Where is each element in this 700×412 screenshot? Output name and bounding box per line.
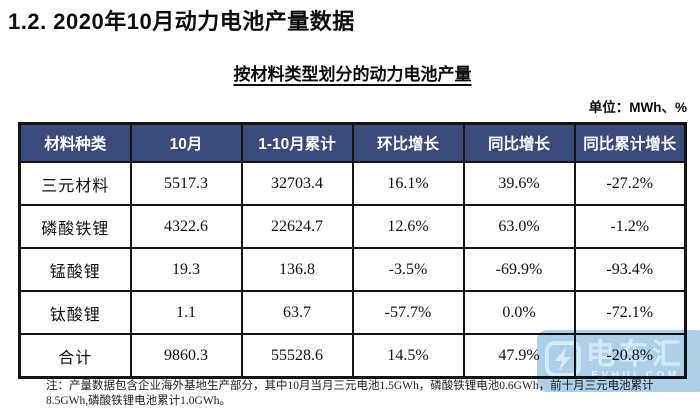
- footnote-line: 注：产量数据包含企业海外基地生产部分，其中10月当月三元电池1.5GWh，磷酸铁…: [46, 380, 654, 392]
- table-cell: -1.2%: [573, 204, 687, 249]
- table-cell: 4322.6: [129, 204, 243, 249]
- table-cell: -57.7%: [351, 290, 465, 335]
- table-cell: 1.1: [129, 290, 243, 335]
- table-cell: 39.6%: [462, 161, 576, 206]
- watermark-brand-name: 电车汇: [586, 339, 686, 371]
- table-row-lto: 钛酸锂 1.1 63.7 -57.7% 0.0% -72.1%: [18, 290, 687, 335]
- column-header-mom-growth: 环比增长: [351, 122, 465, 163]
- table-cell: -93.4%: [573, 247, 687, 292]
- table-row: 材料种类 10月 1-10月累计 环比增长 同比增长 同比累计增长: [18, 122, 687, 163]
- page-title: 1.2. 2020年10月动力电池产量数据: [8, 9, 355, 34]
- table-cell: 锰酸锂: [18, 247, 132, 292]
- column-header-yoy-growth: 同比增长: [462, 122, 576, 163]
- table-cell: -69.9%: [462, 247, 576, 292]
- column-header-yoy-cumulative-growth: 同比累计增长: [573, 122, 687, 163]
- table-cell: 19.3: [129, 247, 243, 292]
- battery-production-table: 材料种类 10月 1-10月累计 环比增长 同比增长 同比累计增长 三元材料 5…: [18, 122, 687, 379]
- table-row-lmo: 锰酸锂 19.3 136.8 -3.5% -69.9% -93.4%: [18, 247, 687, 292]
- table-cell: 9860.3: [129, 333, 243, 379]
- footnote: 注：产量数据包含企业海外基地生产部分，其中10月当月三元电池1.5GWh，磷酸铁…: [46, 379, 696, 409]
- table-cell: 55528.6: [240, 333, 354, 379]
- table-cell: 14.5%: [351, 333, 465, 379]
- table-cell: 合计: [18, 333, 132, 379]
- footnote-line: 8.5GWh,磷酸铁锂电池累计1.0GWh。: [46, 395, 231, 407]
- table-cell: 63.0%: [462, 204, 576, 249]
- table-cell: 32703.4: [240, 161, 354, 206]
- watermark-site-url: EVHUI.COM: [591, 370, 680, 381]
- evhui-logo-icon: [545, 340, 581, 382]
- table-cell: 16.1%: [351, 161, 465, 206]
- table-cell: -72.1%: [573, 290, 687, 335]
- table-cell: 磷酸铁锂: [18, 204, 132, 249]
- table-cell: 钛酸锂: [18, 290, 132, 335]
- table-cell: 12.6%: [351, 204, 465, 249]
- table-cell: -27.2%: [573, 161, 687, 206]
- column-header-october: 10月: [129, 122, 243, 163]
- table-header-row: 材料种类 10月 1-10月累计 环比增长 同比增长 同比累计增长: [18, 122, 687, 163]
- column-header-cumulative: 1-10月累计: [240, 122, 354, 163]
- table-cell: 0.0%: [462, 290, 576, 335]
- unit-label: 单位：MWh、%: [588, 100, 687, 115]
- table-cell: 63.7: [240, 290, 354, 335]
- table-cell: 22624.7: [240, 204, 354, 249]
- table-cell: 136.8: [240, 247, 354, 292]
- table-cell: 三元材料: [18, 161, 132, 206]
- evhui-watermark: 电车汇 EVHUI.COM: [537, 330, 700, 392]
- table-row-lfp: 磷酸铁锂 4322.6 22624.7 12.6% 63.0% -1.2%: [18, 204, 687, 249]
- table-row-ternary: 三元材料 5517.3 32703.4 16.1% 39.6% -27.2%: [18, 161, 687, 206]
- table-cell: 5517.3: [129, 161, 243, 206]
- table-cell: -3.5%: [351, 247, 465, 292]
- column-header-material-type: 材料种类: [18, 122, 132, 163]
- table-title: 按材料类型划分的动力电池产量: [233, 65, 472, 84]
- watermark-text: 电车汇 EVHUI.COM: [586, 340, 685, 382]
